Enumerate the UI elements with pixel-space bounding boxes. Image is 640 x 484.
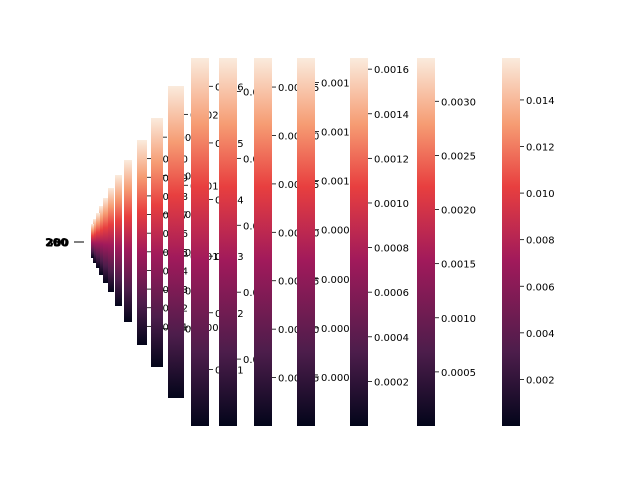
overlapping-label: 200 <box>45 236 68 249</box>
colorbar-gradient <box>297 58 315 426</box>
colorbar-gradient <box>502 58 520 426</box>
colorbar-tick-label: 0.0015 <box>441 260 476 271</box>
colorbar-tick-label: 0.0004 <box>374 333 409 344</box>
colorbar-tick-label: 0.0010 <box>321 177 356 188</box>
colorbar-tick-label: 0.0008 <box>321 226 356 237</box>
colorbar-5: 0.0005 0.0010 0.0015 0.0020 0.0025 0.0030 <box>417 58 476 426</box>
colorbars-layer: 0.00010.00020.00030.00040.00050.00060.00… <box>91 58 555 426</box>
distant-colorbar-4 <box>99 206 103 275</box>
colorbar-gradient <box>254 58 272 426</box>
colorbar-tick-label: 0.0002 <box>321 373 356 384</box>
colorbar-tick-label: 0.0014 <box>374 110 409 121</box>
colorbar-tick-label: 0.0008 <box>169 210 204 221</box>
colorbar-tick-label: 0.0014 <box>321 79 356 90</box>
distant-colorbar-6 <box>93 219 96 263</box>
colorbar-4: 0.0002 0.0004 0.0006 0.0008 0.0010 0.0012 0.00… <box>350 58 409 426</box>
colorbar-tick-label: 0.0012 <box>374 154 409 165</box>
colorbar-tick-label: 0.0006 <box>169 248 204 259</box>
distant-colorbar-7 <box>91 224 94 258</box>
overlapping-label: 300 <box>46 237 69 250</box>
colorbar-tick-label: 0.0030 <box>441 97 476 108</box>
colorbar-gradient <box>417 58 435 426</box>
colorbar-tick-label: 0.002 <box>526 375 555 386</box>
colorbar-gradient <box>350 58 368 426</box>
colorbar-tick-label: 0.0004 <box>321 324 356 335</box>
colorbar-tick-label: 0.0004 <box>169 286 204 297</box>
colorbar-tick-label: 0.0006 <box>374 288 409 299</box>
distant-colorbar-1 <box>115 175 122 306</box>
colorbar-tick-label: 0.0010 <box>169 171 204 182</box>
distant-colorbar-2 <box>108 188 114 292</box>
colorbar-tick-label: 0.0008 <box>374 244 409 255</box>
colorbar-gradient <box>151 118 163 367</box>
colorbar-tick-label: 0.0010 <box>441 314 476 325</box>
colorbar-tick-label: 0.004 <box>526 329 555 340</box>
colorbar-tick-label: 0.006 <box>526 282 555 293</box>
distant-colorbar-5 <box>96 213 100 268</box>
colorbar-gradient <box>137 140 147 345</box>
colorbar-tick-label: 0.0012 <box>169 133 204 144</box>
colorbar-8: 0.0002 0.0004 0.0006 0.0008 0.0010 0.0012 <box>151 118 204 367</box>
colorbar-tick-label: 0.0002 <box>374 377 409 388</box>
colorbar-gradient <box>219 58 237 426</box>
colorbar-tick-label: 0.0005 <box>441 368 476 379</box>
colorbar-tick-label: 0.0012 <box>321 128 356 139</box>
colorbar-tick-label: 0.0002 <box>169 325 204 336</box>
colorbar-tick-label: 0.014 <box>526 96 555 107</box>
colorbar-tick-label: 0.0016 <box>374 65 409 76</box>
colorbar-gradient <box>191 58 209 426</box>
overlapping-label: 250 <box>46 236 69 249</box>
colorbar-3: 0.0002 0.0004 0.0006 0.0008 0.0010 0.0012 0.00… <box>297 58 356 426</box>
distant-colorbar-3 <box>103 198 108 283</box>
colorbar-6: 0.002 0.004 0.006 0.008 0.010 0.012 0.014 <box>502 58 555 426</box>
colorbar-gradient <box>168 86 184 398</box>
distant-colorbar-0 <box>124 160 132 322</box>
colorbar-tick-label: 0.0020 <box>441 206 476 217</box>
colorbar-tick-label: 0.008 <box>526 236 555 247</box>
colorbar-tick-label: 0.010 <box>526 189 555 200</box>
colorbar-tick-label: 0.0025 <box>441 151 476 162</box>
colorbar-tick-label: 0.0006 <box>321 275 356 286</box>
colorbar-tick-label: 0.0010 <box>374 199 409 210</box>
colorbar-tick-label: 0.012 <box>526 143 555 154</box>
